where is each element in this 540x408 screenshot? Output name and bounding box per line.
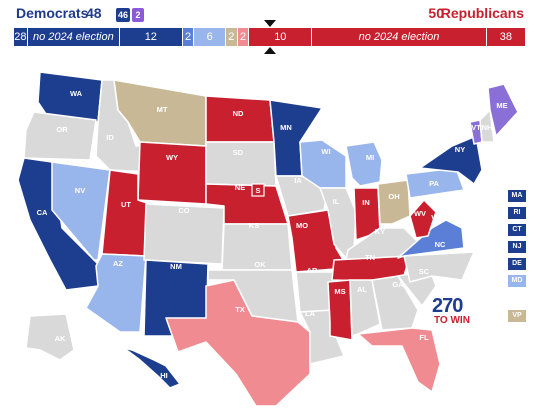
state-hi[interactable] [123, 347, 181, 389]
state-label-il: IL [333, 197, 340, 206]
state-label-wi: WI [321, 147, 330, 156]
democrat-badge: 46 [116, 8, 130, 22]
state-label-nd: ND [233, 109, 244, 118]
state-box-md[interactable]: MD [508, 275, 526, 287]
state-label-nc: NC [435, 240, 446, 249]
state-label-ar: AR [307, 266, 318, 275]
state-label-fl: FL [419, 333, 429, 342]
republicans-label: Republicans [440, 5, 524, 21]
state-box-ct[interactable]: CT [508, 224, 526, 236]
state-label-nv: NV [75, 186, 85, 195]
state-ne-special[interactable] [251, 183, 265, 197]
state-label-ia: IA [294, 176, 302, 185]
270-to-win-logo: 270 TO WIN [432, 296, 472, 336]
us-senate-map: WA OR CA NV ID MT WY UT AZ CO NM ND SD NE KS OK TX MN IA MO… [17, 71, 519, 407]
state-label-mi: MI [366, 153, 374, 162]
logo-subtext: TO WIN [434, 315, 470, 326]
state-label-pa: PA [429, 179, 439, 188]
state-label-ca: CA [37, 208, 48, 217]
independent-badge: 2 [132, 8, 144, 22]
state-label-wa: WA [70, 89, 83, 98]
state-label-az: AZ [113, 259, 123, 268]
state-label-ny: NY [455, 145, 465, 154]
vp-box[interactable]: VP [508, 310, 526, 322]
state-or[interactable] [23, 111, 97, 161]
state-label-hi: HI [160, 371, 168, 380]
state-label-ne: NE [235, 183, 245, 192]
state-fl[interactable] [357, 327, 441, 393]
bar-segment-dem-noe: no 2024 election [27, 28, 120, 46]
state-label-sd: SD [233, 148, 244, 157]
state-label-ga: GA [392, 280, 404, 289]
state-label-oh: OH [388, 192, 399, 201]
bar-segment-rep-no: 38 [486, 28, 526, 46]
state-label-in: IN [362, 198, 370, 207]
state-label-la: LA [305, 309, 316, 318]
state-label-ne-special: S [255, 186, 260, 195]
bar-segment-rep-noe: no 2024 election [312, 28, 487, 46]
state-label-mo: MO [296, 221, 308, 230]
state-label-ms: MS [334, 287, 345, 296]
state-label-wy: WY [166, 153, 178, 162]
state-box-ri[interactable]: RI [508, 207, 526, 219]
header: Democrats 48 46 2 50 Republicans [0, 0, 540, 24]
state-box-ma[interactable]: MA [508, 190, 526, 202]
bar-segment-dem-lean: 6 [194, 28, 226, 46]
state-va[interactable] [397, 219, 465, 259]
state-mi[interactable] [345, 141, 383, 187]
state-me[interactable] [487, 83, 519, 137]
state-label-va: VA [431, 213, 441, 222]
state-ga[interactable] [371, 275, 419, 331]
state-wv[interactable] [409, 199, 437, 239]
state-label-id: ID [106, 133, 114, 142]
state-tx[interactable] [165, 279, 311, 407]
state-nd[interactable] [205, 95, 275, 143]
state-label-mt: MT [157, 105, 168, 114]
state-label-mn: MN [280, 123, 292, 132]
state-label-wv: WV [414, 209, 426, 218]
state-label-nm: NM [170, 262, 182, 271]
state-wy[interactable] [137, 141, 207, 205]
state-label-co: CO [178, 206, 189, 215]
state-label-ak: AK [55, 334, 66, 343]
state-ny[interactable] [419, 135, 483, 185]
state-label-ky: KY [375, 227, 385, 236]
state-nc[interactable] [403, 251, 475, 283]
state-label-ok: OK [254, 260, 266, 269]
bar-segment-rep-lean: 2 [237, 28, 250, 46]
state-label-al: AL [357, 285, 367, 294]
state-az[interactable] [85, 253, 147, 333]
state-box-nj[interactable]: NJ [508, 241, 526, 253]
democrats-seat-count: 48 [86, 5, 102, 21]
state-ak[interactable] [25, 313, 75, 361]
bar-segment-dem-safe: 12 [119, 28, 183, 46]
bar-segment-rep-safe: 10 [249, 28, 313, 46]
bar-segment-dem-no: 28 [14, 28, 28, 46]
state-al[interactable] [349, 279, 381, 337]
state-label-tx: TX [235, 305, 245, 314]
logo-number: 270 [432, 295, 463, 317]
majority-marker-top-icon [264, 20, 276, 27]
state-label-ut: UT [121, 200, 131, 209]
state-label-ks: KS [249, 221, 259, 230]
state-label-vt: VT [471, 123, 481, 132]
state-box-de[interactable]: DE [508, 258, 526, 270]
republicans-seat-count: 50 [428, 5, 444, 21]
bar-segment-ind-safe: 2 [182, 28, 195, 46]
majority-marker-bottom-icon [264, 47, 276, 54]
democrats-label: Democrats [16, 5, 89, 21]
state-label-sc: SC [419, 267, 430, 276]
state-oh[interactable] [377, 179, 411, 225]
balance-of-power-bar: 28 no 2024 election 12 2 6 2 2 10 no 2024 electi… [14, 28, 526, 46]
bar-segment-toss: 2 [225, 28, 238, 46]
state-label-or: OR [56, 125, 68, 134]
state-label-nh: NH [482, 123, 493, 132]
state-nv[interactable] [51, 161, 111, 261]
state-ms[interactable] [327, 279, 353, 341]
state-label-tn: TN [365, 253, 375, 262]
state-label-me: ME [496, 101, 507, 110]
state-nh[interactable] [479, 109, 495, 143]
